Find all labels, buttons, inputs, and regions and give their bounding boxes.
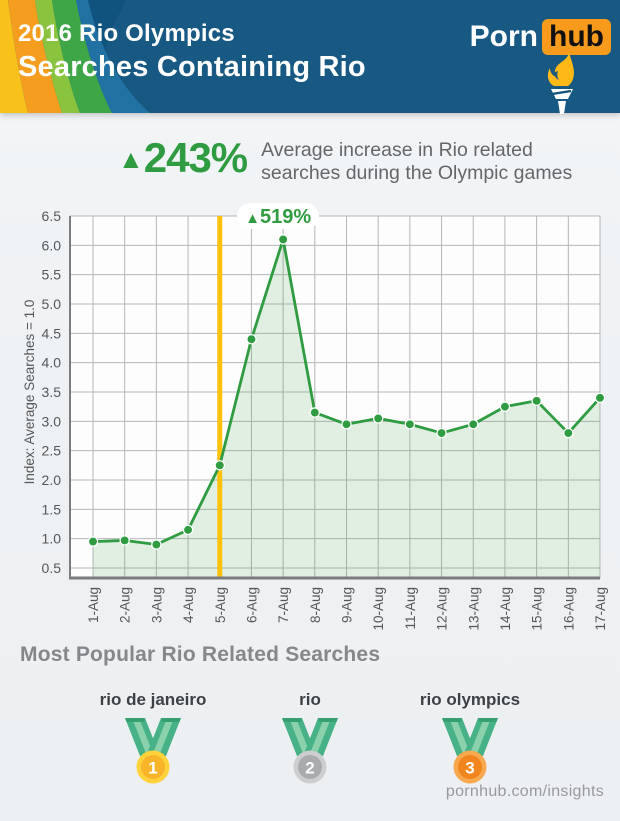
x-tick-label: 16-Aug bbox=[561, 587, 576, 631]
y-tick-label: 4.5 bbox=[42, 325, 62, 341]
logo-text-hub: hub bbox=[542, 19, 611, 55]
pornhub-logo[interactable]: Porn hub bbox=[469, 19, 611, 55]
medal-rank: 1 bbox=[148, 759, 157, 778]
y-tick-label: 4.0 bbox=[42, 355, 62, 371]
logo-text-porn: Porn bbox=[469, 20, 539, 53]
popular-search-item-3: rio olympics 3 bbox=[415, 690, 525, 793]
stat-callout: ▲243% Average increase in Rio related se… bbox=[118, 136, 572, 190]
chart-point bbox=[531, 395, 542, 407]
up-triangle-icon: ▲ bbox=[118, 144, 144, 174]
x-tick-label: 5-Aug bbox=[213, 587, 228, 623]
chart-point bbox=[246, 333, 257, 345]
x-tick-label: 12-Aug bbox=[435, 587, 450, 631]
olympic-torch-icon bbox=[547, 52, 574, 114]
searches-chart: 0.5 1.0 1.5 2.0 2.5 3.0 3.5 4.0 4.5 5.0 5.5 6.0 6.5 1… bbox=[0, 196, 620, 636]
medal-rank: 2 bbox=[305, 759, 314, 778]
search-term-label: rio bbox=[299, 690, 321, 709]
popular-search-item-1: rio de janeiro 1 bbox=[98, 690, 208, 793]
chart-point bbox=[341, 419, 352, 430]
x-tick-label: 17-Aug bbox=[593, 587, 608, 631]
x-tick-label: 6-Aug bbox=[244, 587, 259, 623]
x-tick-label: 11-Aug bbox=[403, 587, 418, 630]
x-tick-label: 10-Aug bbox=[371, 587, 386, 631]
chart-point bbox=[563, 427, 574, 439]
x-tick-label: 14-Aug bbox=[498, 587, 513, 631]
x-tick-label: 15-Aug bbox=[530, 587, 545, 631]
y-tick-label: 5.0 bbox=[42, 296, 62, 312]
x-tick-label: 7-Aug bbox=[276, 587, 291, 623]
medal-icon: 3 bbox=[442, 718, 498, 784]
gold-medal-icon: 1 bbox=[98, 718, 208, 793]
chart-canvas: 0.5 1.0 1.5 2.0 2.5 3.0 3.5 4.0 4.5 5.0 5.5 6.0 6.5 1… bbox=[22, 203, 608, 631]
y-axis-title: Index: Average Searches = 1.0 bbox=[22, 300, 37, 485]
search-term-label: rio de janeiro bbox=[99, 690, 207, 709]
chart-point bbox=[151, 539, 162, 550]
chart-point bbox=[467, 419, 479, 430]
page-title: 2016 Rio Olympics Searches Containing Ri… bbox=[18, 20, 366, 84]
title-line1: 2016 Rio Olympics bbox=[18, 20, 235, 47]
chart-point bbox=[309, 407, 321, 418]
x-tick-label: 3-Aug bbox=[149, 587, 164, 623]
y-tick-label: 1.0 bbox=[42, 531, 62, 547]
x-tick-label: 1-Aug bbox=[86, 587, 101, 623]
y-tick-label: 6.5 bbox=[42, 208, 62, 224]
stat-description-line1: Average increase in Rio related bbox=[261, 139, 533, 161]
title-line2: Searches Containing Rio bbox=[18, 51, 366, 83]
x-tick-label: 2-Aug bbox=[118, 587, 133, 623]
stat-description-line2: searches during the Olympic games bbox=[261, 162, 573, 184]
y-tick-label: 0.5 bbox=[42, 560, 62, 576]
stat-description: Average increase in Rio related searches… bbox=[261, 139, 572, 185]
y-tick-label: 2.0 bbox=[42, 472, 62, 488]
chart-point bbox=[404, 419, 416, 430]
search-term-label: rio olympics bbox=[419, 690, 521, 709]
popular-searches-heading: Most Popular Rio Related Searches bbox=[20, 643, 381, 666]
x-tick-label: 9-Aug bbox=[340, 587, 355, 623]
peak-annotation-label: ▲519% bbox=[245, 206, 311, 228]
silver-medal-icon: 2 bbox=[255, 718, 365, 793]
x-tick-label: 4-Aug bbox=[181, 587, 196, 623]
stat-value: ▲243% bbox=[118, 134, 248, 190]
medal-rank: 3 bbox=[465, 759, 474, 778]
header: 2016 Rio Olympics Searches Containing Ri… bbox=[0, 0, 620, 114]
rio-stripes-decoration bbox=[0, 0, 150, 113]
medal-icon: 1 bbox=[125, 718, 181, 784]
y-tick-label: 1.5 bbox=[42, 501, 62, 517]
chart-point bbox=[214, 460, 225, 471]
chart-point bbox=[182, 524, 194, 536]
chart-point bbox=[436, 427, 447, 439]
x-tick-label: 8-Aug bbox=[308, 587, 323, 623]
chart-point bbox=[119, 535, 130, 546]
chart-point bbox=[499, 401, 511, 412]
y-tick-label: 2.5 bbox=[42, 443, 62, 459]
y-tick-label: 6.0 bbox=[42, 237, 62, 253]
popular-search-item-2: rio 2 bbox=[255, 690, 365, 793]
y-tick-label: 5.5 bbox=[42, 267, 62, 283]
chart-point bbox=[87, 536, 99, 547]
chart-point bbox=[277, 234, 289, 245]
y-tick-label: 3.0 bbox=[42, 413, 62, 429]
medal-icon: 2 bbox=[282, 718, 338, 784]
chart-point bbox=[372, 413, 384, 424]
bronze-medal-icon: 3 bbox=[415, 718, 525, 793]
footer-site-link[interactable]: pornhub.com/insights bbox=[445, 783, 604, 800]
stat-number: 243% bbox=[143, 134, 248, 181]
y-tick-label: 3.5 bbox=[42, 384, 62, 400]
plot-background bbox=[70, 216, 600, 578]
peak-annotation-pill bbox=[237, 203, 320, 229]
x-tick-label: 13-Aug bbox=[466, 587, 481, 631]
chart-point bbox=[594, 392, 606, 404]
